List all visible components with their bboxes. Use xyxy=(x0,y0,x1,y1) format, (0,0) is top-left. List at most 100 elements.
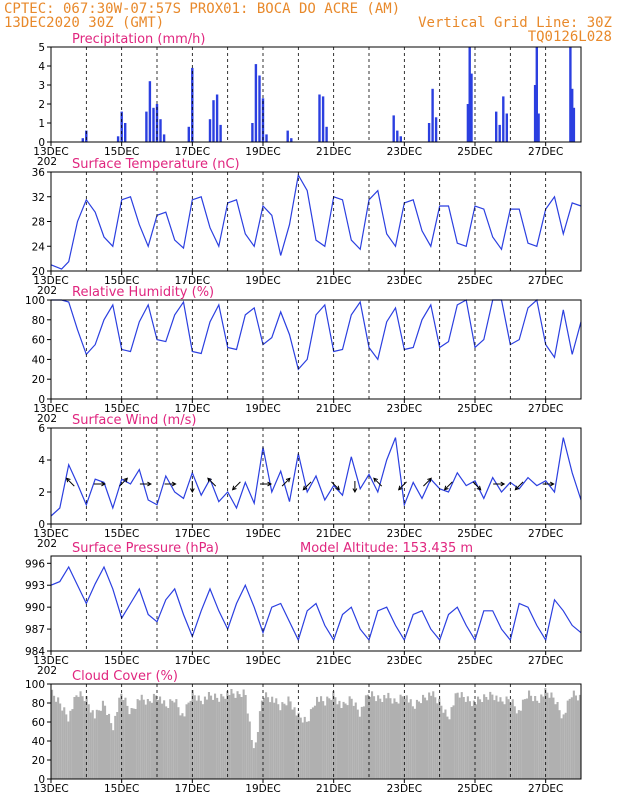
y-tick-label: 0 xyxy=(38,774,45,786)
cloud-bar xyxy=(501,701,504,779)
pres-title: Surface Pressure (hPa) xyxy=(72,541,219,556)
precip-bar xyxy=(208,119,212,142)
cloud-bar xyxy=(238,694,241,779)
cloud-bar xyxy=(532,701,535,779)
x-tick-label: 13DEC xyxy=(33,655,68,667)
cloud-bar xyxy=(63,707,66,779)
precip-panel: 0 1 2 3 4 5 13DEC 15DEC 17DEC 19DEC 21DEC 23DEC 25DE… xyxy=(33,42,582,168)
cloud-bar xyxy=(236,691,239,779)
wind-vector xyxy=(373,477,383,487)
y-tick-label: 993 xyxy=(25,580,45,592)
precip-bar xyxy=(191,67,194,142)
pres-frame xyxy=(50,555,582,652)
cloud-bar xyxy=(328,698,331,780)
cloud-bar xyxy=(364,695,367,779)
y-tick-label: 60 xyxy=(32,717,45,729)
precip-bar xyxy=(502,96,505,142)
cloud-bar xyxy=(481,702,484,779)
cloud-bar xyxy=(85,696,88,779)
cloud-bar xyxy=(499,697,502,779)
y-tick-label: 100 xyxy=(25,679,45,691)
cloud-bar xyxy=(338,700,341,779)
cloud-bar xyxy=(517,710,520,779)
precip-bar xyxy=(81,138,84,142)
cloud-bar xyxy=(546,692,549,779)
cloud-bar xyxy=(534,696,537,779)
wind-frame xyxy=(50,427,582,525)
cloud-bar xyxy=(124,697,127,779)
cloud-bar xyxy=(250,740,253,779)
x-tick-label: 19DEC xyxy=(245,655,280,667)
precip-bar xyxy=(535,47,538,142)
cloud-bar xyxy=(175,699,178,779)
cloud-bar xyxy=(136,699,139,779)
y-tick-label: 984 xyxy=(25,646,45,658)
cloud-bar xyxy=(542,696,545,779)
precip-bar xyxy=(468,47,471,142)
cloud-bar xyxy=(409,699,412,779)
cloud-bar xyxy=(273,702,276,779)
cloud-bar xyxy=(381,702,384,779)
cloud-bar xyxy=(305,721,308,779)
cloud-bar xyxy=(391,703,394,779)
x-tick-label: 19DEC xyxy=(245,403,280,415)
y-tick-label: 24 xyxy=(32,241,46,253)
cloud-bar xyxy=(442,712,445,779)
cloud-bar xyxy=(79,691,82,779)
cloud-bar xyxy=(275,698,278,780)
cloud-bar xyxy=(289,701,292,779)
cloud-bar xyxy=(163,700,166,779)
x-tick-label: 17DEC xyxy=(175,783,210,795)
cloud-bar xyxy=(242,689,245,779)
y-tick-label: 987 xyxy=(25,624,45,636)
cloud-bar xyxy=(464,701,467,779)
wind-vector xyxy=(352,481,358,494)
y-tick-label: 28 xyxy=(32,217,45,229)
cloud-bar xyxy=(413,708,416,779)
cloud-bar xyxy=(73,697,76,779)
cloud-bar xyxy=(578,694,581,779)
cloud-bar xyxy=(530,695,533,779)
precip-bar xyxy=(321,96,325,142)
y-tick-label: 0 xyxy=(38,137,45,149)
cloud-bar xyxy=(307,721,310,779)
cloud-panel: 0 20 40 60 80 100 13DEC 15DEC 17DEC 19DEC 21DEC 23D… xyxy=(25,679,582,795)
cloud-bar xyxy=(138,700,141,779)
cloud-bar xyxy=(373,696,376,779)
cloud-bar xyxy=(428,692,431,779)
cloud-bar xyxy=(167,708,170,779)
cloud-bar xyxy=(173,702,176,779)
cloud-bar xyxy=(193,695,196,779)
x-tick-label: 13DEC xyxy=(33,403,68,415)
cloud-bar xyxy=(366,694,369,779)
cloud-bar xyxy=(150,702,153,779)
cloud-bar xyxy=(254,742,257,779)
y-tick-label: 32 xyxy=(32,192,45,204)
precip-bar xyxy=(85,130,88,142)
cloud-bar xyxy=(550,692,553,779)
wind-vector xyxy=(514,481,524,491)
cloud-bar xyxy=(548,697,551,779)
precip-bar xyxy=(159,119,162,142)
x-tick-label: 13DEC xyxy=(33,528,68,540)
pres-panel: 984 987 990 993 996 13DEC 15DEC 17DEC 19DEC 21DEC… xyxy=(25,555,582,677)
wind-vector xyxy=(93,481,106,487)
cloud-bar xyxy=(340,708,343,779)
cloud-bar xyxy=(216,697,219,779)
x-tick-label: 23DEC xyxy=(387,275,422,287)
wind-vector xyxy=(281,477,291,487)
precip-bar xyxy=(533,85,537,142)
precip-bar xyxy=(155,104,159,142)
x-tick-label: 17DEC xyxy=(175,275,210,287)
x-tick-label: 13DEC xyxy=(33,275,68,287)
precip-bar xyxy=(219,124,222,142)
precip-bar xyxy=(571,88,574,142)
cloud-bar xyxy=(118,697,121,779)
precip-bar xyxy=(399,136,402,142)
precip-bar xyxy=(290,138,293,142)
cloud-bar xyxy=(344,703,347,779)
cloud-bar xyxy=(322,701,325,779)
cloud-bar xyxy=(230,689,233,779)
x-tick-label: 27DEC xyxy=(528,403,563,415)
cloud-bar xyxy=(320,696,323,779)
